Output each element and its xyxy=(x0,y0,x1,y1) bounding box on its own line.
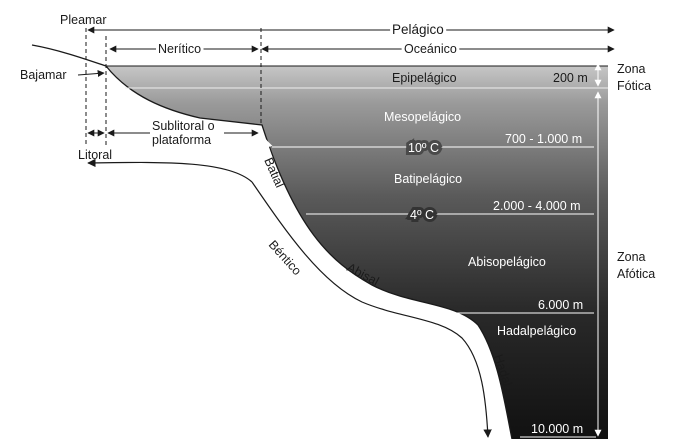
epipelagico-label: Epipelágico xyxy=(392,71,457,85)
zona-afotica-label-1: Zona xyxy=(617,250,646,264)
mesopelagico-label: Mesopelágico xyxy=(384,110,461,124)
hadalpelagico-label: Hadalpelágico xyxy=(497,324,576,338)
pelagico-label: Pelágico xyxy=(392,22,444,37)
bajamar-pointer xyxy=(77,69,105,77)
bajamar-label: Bajamar xyxy=(20,68,67,82)
temp-10-label: 10º C xyxy=(408,141,439,155)
depth-6000-label: 6.000 m xyxy=(538,298,583,312)
litoral-label: Litoral xyxy=(78,148,112,162)
batipelagico-label: Batipelágico xyxy=(394,172,462,186)
batial-arrow xyxy=(264,139,295,216)
bentico-arrow-outline xyxy=(87,158,253,183)
zona-afotica-label-2: Afótica xyxy=(617,267,655,281)
pleamar-label: Pleamar xyxy=(60,13,107,27)
oceanico-label: Oceánico xyxy=(404,42,457,56)
depth-10000-label: 10.000 m xyxy=(531,422,583,436)
neritico-label: Nerítico xyxy=(158,42,201,56)
depth-700-label: 700 - 1.000 m xyxy=(505,132,582,146)
sublitoral-label-1: Sublitoral o xyxy=(152,119,215,133)
zona-fotica-label-2: Fótica xyxy=(617,79,651,93)
temp-4-label: 4º C xyxy=(410,208,434,222)
abisal-arrow xyxy=(309,237,441,318)
depth-200-label: 200 m xyxy=(553,71,588,85)
bentico-label: Béntico xyxy=(266,238,304,278)
sublitoral-label-2: plataforma xyxy=(152,133,211,147)
zona-fotica-label-1: Zona xyxy=(617,62,646,76)
hadal-arrow xyxy=(445,313,509,438)
abisopelagico-label: Abisopelágico xyxy=(468,255,546,269)
depth-2000-label: 2.000 - 4.000 m xyxy=(493,199,581,213)
